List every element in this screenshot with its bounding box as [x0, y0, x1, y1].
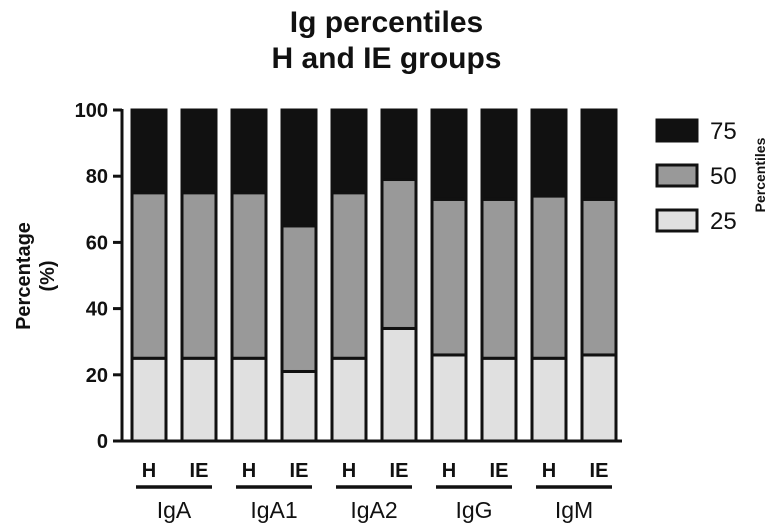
- bar-segment-25-0: [130, 356, 168, 443]
- bar-segment-25-7: [480, 356, 518, 443]
- y-tick-label-100: 100: [75, 100, 108, 122]
- x-tick-label-1: IE: [190, 460, 209, 482]
- bar-segment-75-7: [480, 108, 518, 201]
- x-tick-label-3: IE: [290, 460, 309, 482]
- bar-segment-75-0: [130, 108, 168, 195]
- bar-segment-50-3: [280, 224, 318, 373]
- bar-segment-25-4: [330, 356, 368, 443]
- y-axis-label-line-2: (%): [37, 260, 59, 291]
- y-tick-label-40: 40: [86, 299, 108, 321]
- chart-title-line-1: Ig percentiles: [289, 6, 484, 39]
- bar-segment-25-9: [580, 353, 618, 443]
- bar-segment-50-5: [380, 178, 418, 330]
- bar-segment-50-2: [230, 191, 268, 360]
- bar-segment-75-4: [330, 108, 368, 195]
- x-tick-label-6: H: [442, 460, 456, 482]
- y-axis-label-line-1: Percentage: [13, 222, 35, 330]
- legend-label-50: 50: [710, 163, 737, 190]
- bar-segment-25-8: [530, 356, 568, 443]
- x-tick-label-2: H: [242, 460, 256, 482]
- bar-segment-75-5: [380, 108, 418, 182]
- y-tick-label-0: 0: [97, 431, 108, 453]
- x-tick-label-0: H: [142, 460, 156, 482]
- legend-label-75: 75: [710, 118, 737, 145]
- bar-segment-25-1: [180, 356, 218, 443]
- bar-segment-75-9: [580, 108, 618, 201]
- bar-segment-75-6: [430, 108, 468, 201]
- bar-segment-50-7: [480, 197, 518, 360]
- bar-segment-50-0: [130, 191, 168, 360]
- y-tick-label-20: 20: [86, 365, 108, 387]
- group-label-IgA1: IgA1: [250, 497, 297, 523]
- bar-segment-75-2: [230, 108, 268, 195]
- bar-segment-75-1: [180, 108, 218, 195]
- group-label-IgA2: IgA2: [350, 497, 397, 523]
- legend-swatch-50: [655, 163, 699, 188]
- x-tick-label-5: IE: [390, 460, 409, 482]
- bar-segment-50-1: [180, 191, 218, 360]
- bar-segment-50-6: [430, 197, 468, 357]
- bar-segment-25-6: [430, 353, 468, 443]
- y-tick-label-60: 60: [86, 232, 108, 254]
- legend-title: Percentiles: [752, 137, 768, 212]
- legend-swatch-25: [655, 208, 699, 233]
- bar-segment-50-8: [530, 194, 568, 360]
- group-label-IgM: IgM: [555, 497, 593, 523]
- group-label-IgA: IgA: [157, 497, 192, 523]
- legend-swatch-75: [655, 118, 699, 143]
- bar-segment-50-9: [580, 197, 618, 357]
- x-tick-label-9: IE: [590, 460, 609, 482]
- x-tick-label-4: H: [342, 460, 356, 482]
- bar-segment-50-4: [330, 191, 368, 360]
- legend-label-25: 25: [710, 208, 737, 235]
- bar-segment-75-8: [530, 108, 568, 198]
- bar-segment-25-3: [280, 369, 318, 443]
- bar-segment-75-3: [280, 108, 318, 228]
- group-label-IgG: IgG: [455, 497, 492, 523]
- x-tick-label-8: H: [542, 460, 556, 482]
- bar-segment-25-2: [230, 356, 268, 443]
- x-tick-label-7: IE: [490, 460, 509, 482]
- y-tick-label-80: 80: [86, 166, 108, 188]
- chart-title-line-2: H and IE groups: [271, 42, 502, 75]
- bar-segment-25-5: [380, 326, 418, 443]
